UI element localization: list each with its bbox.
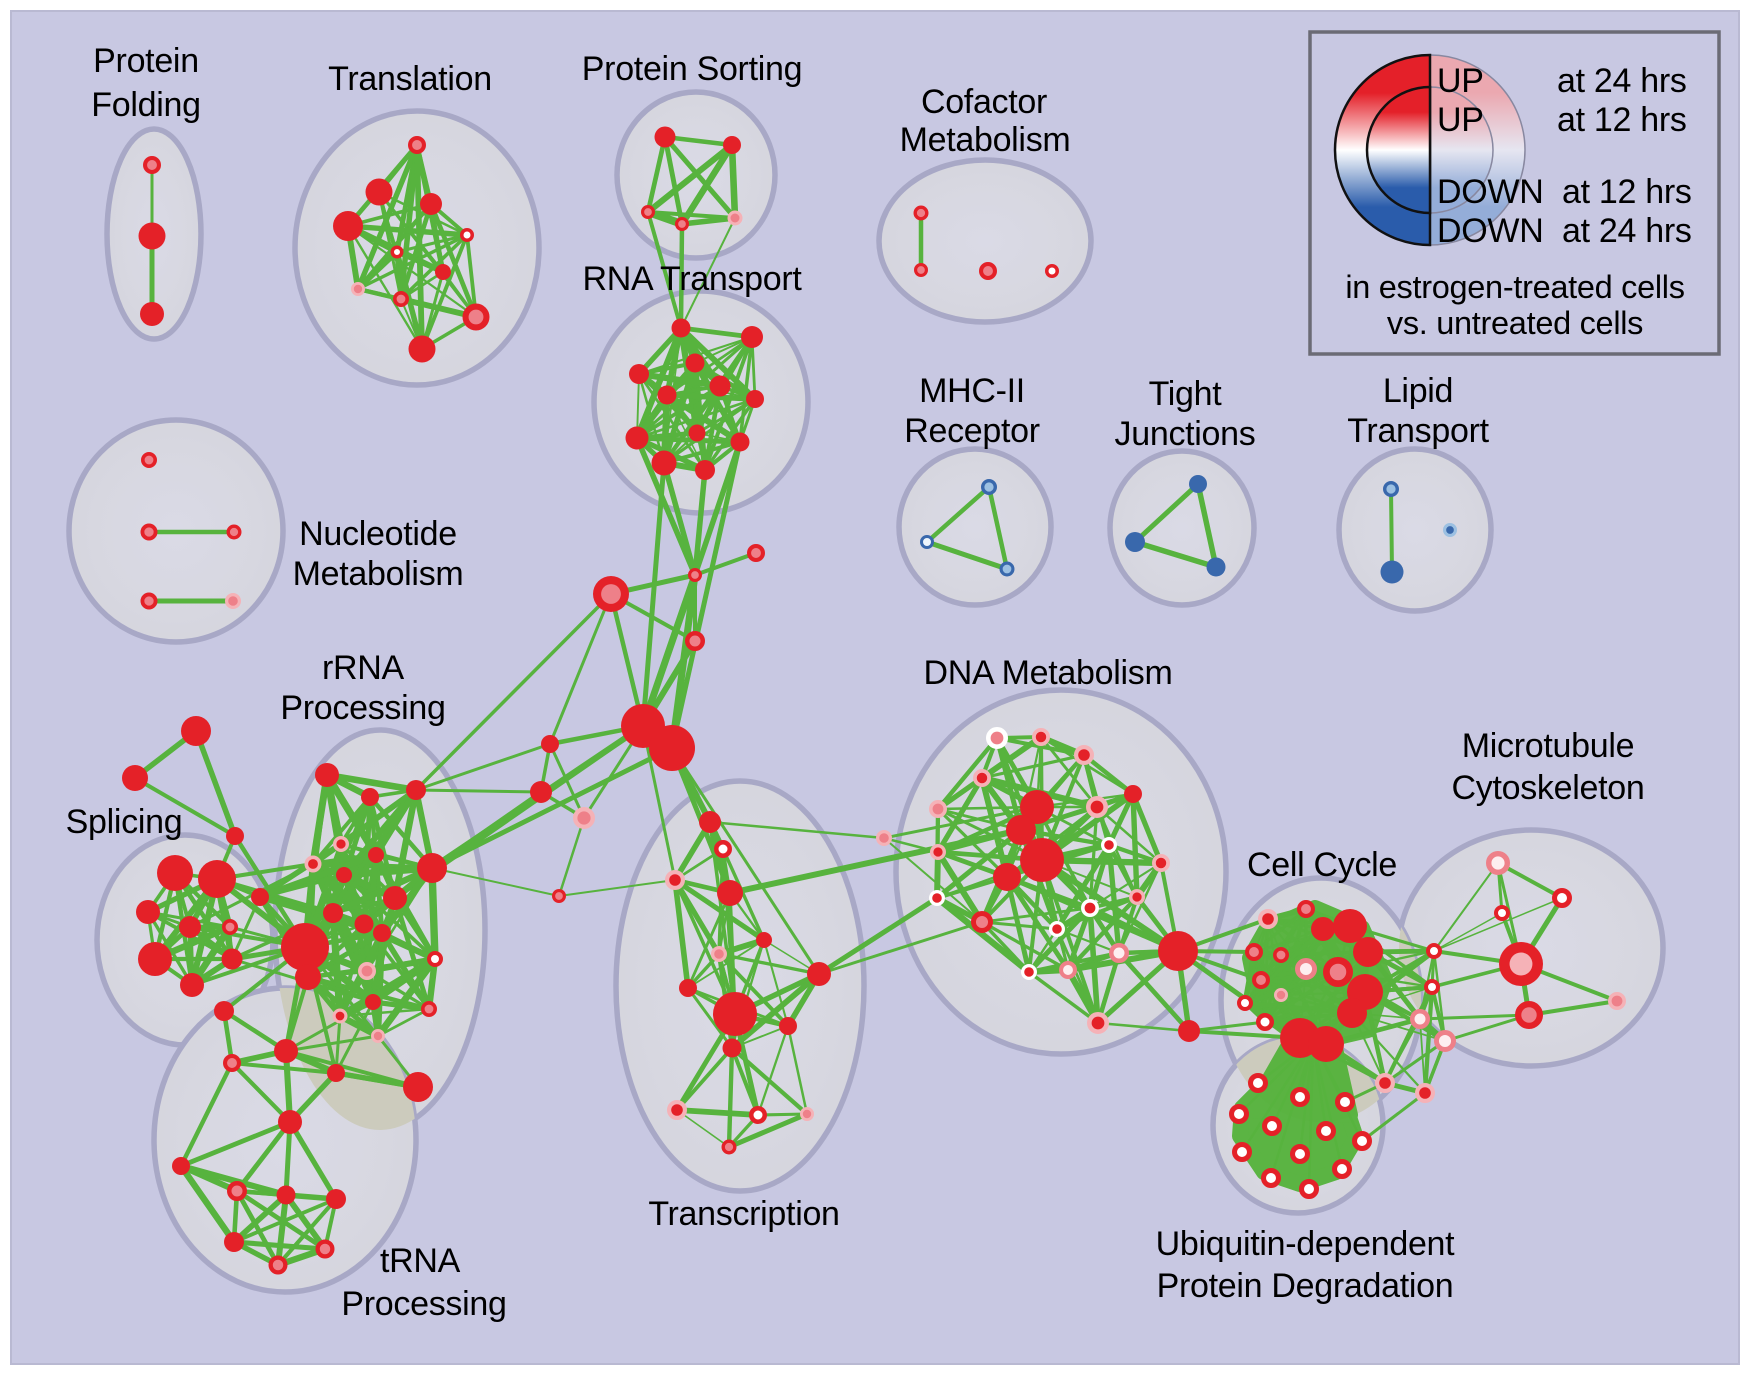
- svg-text:Lipid: Lipid: [1383, 372, 1453, 410]
- svg-text:Tight: Tight: [1149, 375, 1223, 413]
- svg-text:Ubiquitin-dependent: Ubiquitin-dependent: [1156, 1225, 1455, 1263]
- svg-text:Splicing: Splicing: [66, 803, 183, 841]
- svg-text:Folding: Folding: [91, 86, 200, 124]
- svg-text:Transcription: Transcription: [648, 1195, 839, 1233]
- svg-text:UP: UP: [1437, 62, 1484, 100]
- svg-text:Metabolism: Metabolism: [900, 121, 1071, 159]
- svg-text:RNA Transport: RNA Transport: [582, 260, 802, 298]
- svg-text:DOWN: DOWN: [1437, 173, 1543, 211]
- svg-text:tRNA: tRNA: [380, 1242, 461, 1280]
- svg-text:Metabolism: Metabolism: [293, 555, 464, 593]
- svg-text:Nucleotide: Nucleotide: [299, 515, 457, 553]
- svg-text:vs. untreated cells: vs. untreated cells: [1387, 305, 1643, 341]
- svg-text:at 12 hrs: at 12 hrs: [1562, 173, 1692, 211]
- svg-text:DOWN: DOWN: [1437, 212, 1543, 250]
- svg-text:Processing: Processing: [341, 1285, 506, 1323]
- svg-text:Protein: Protein: [93, 42, 199, 80]
- svg-text:Cell Cycle: Cell Cycle: [1247, 846, 1397, 884]
- svg-text:Protein Degradation: Protein Degradation: [1157, 1267, 1454, 1305]
- svg-text:MHC-II: MHC-II: [919, 372, 1025, 410]
- svg-text:Microtubule: Microtubule: [1462, 727, 1634, 765]
- svg-text:Cytoskeleton: Cytoskeleton: [1452, 769, 1645, 807]
- svg-text:DNA Metabolism: DNA Metabolism: [924, 654, 1173, 692]
- svg-text:UP: UP: [1437, 101, 1484, 139]
- svg-text:Cofactor: Cofactor: [921, 83, 1047, 121]
- svg-text:rRNA: rRNA: [322, 649, 405, 687]
- svg-text:at 24 hrs: at 24 hrs: [1562, 212, 1692, 250]
- svg-text:Junctions: Junctions: [1115, 415, 1256, 453]
- svg-text:Receptor: Receptor: [904, 412, 1040, 450]
- svg-text:at 12 hrs: at 12 hrs: [1557, 101, 1687, 139]
- svg-text:Processing: Processing: [280, 689, 445, 727]
- svg-text:Translation: Translation: [328, 60, 492, 98]
- svg-text:in estrogen-treated cells: in estrogen-treated cells: [1345, 269, 1684, 305]
- svg-text:Protein Sorting: Protein Sorting: [582, 50, 802, 88]
- svg-text:Transport: Transport: [1347, 412, 1489, 450]
- svg-text:at 24 hrs: at 24 hrs: [1557, 62, 1687, 100]
